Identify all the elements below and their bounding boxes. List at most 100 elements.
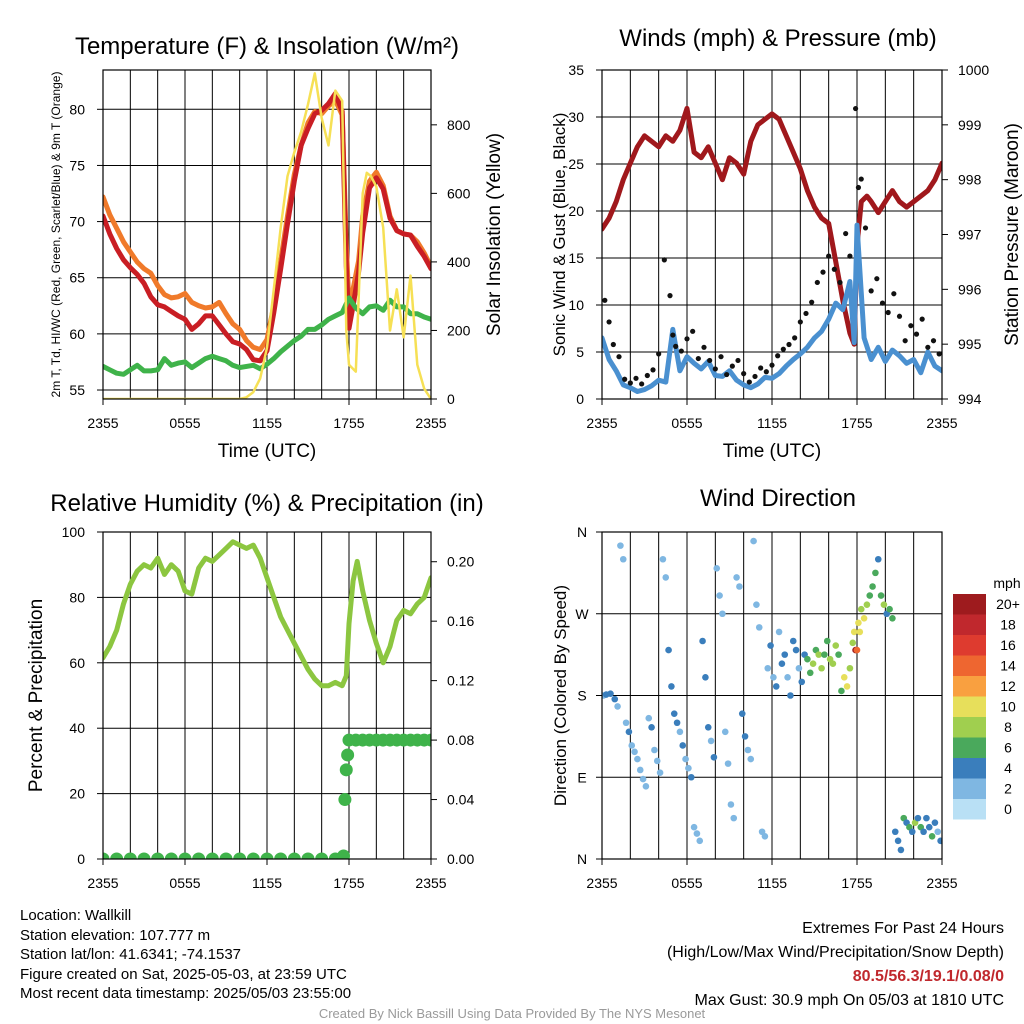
wind-direction-point: [611, 695, 619, 703]
series-line-0: [103, 539, 431, 689]
x-tick-label: 2355: [415, 415, 446, 431]
extremes-legend: (High/Low/Max Wind/Precipitation/Snow De…: [666, 944, 1004, 961]
wind-direction-point: [676, 728, 684, 736]
legend-swatch: [953, 614, 986, 635]
series-point-2: [902, 338, 908, 344]
wind-direction-point: [764, 664, 772, 672]
legend-label: 6: [1004, 740, 1012, 756]
wind-direction-point: [636, 766, 644, 774]
wind-direction-point: [843, 683, 851, 690]
series-point-2: [786, 341, 792, 348]
y-tick-label: 20: [69, 786, 85, 802]
series-point-1: [424, 733, 431, 747]
legend-label: 12: [1000, 678, 1016, 694]
series-point-2: [780, 346, 786, 352]
y2-tick-label: 0: [447, 391, 455, 407]
figure-created: Figure created on Sat, 2025-05-03, at 23…: [20, 965, 347, 983]
series-point-1: [337, 849, 351, 859]
y-axis-label: Sonic Wind & Gust (Blue, Black): [550, 113, 569, 357]
y-tick-label: 15: [568, 250, 584, 266]
y2-axis-label: Station Pressure (Maroon): [1002, 123, 1023, 346]
series-point-2: [622, 376, 628, 382]
wind-direction-point: [738, 710, 746, 717]
series-point-2: [633, 375, 639, 381]
x-axis-label: Time (UTC): [723, 441, 822, 462]
series-point-1: [287, 852, 301, 859]
wind-direction-point: [928, 832, 936, 840]
wind-direction-point: [787, 692, 794, 699]
legend-swatch: [953, 758, 986, 779]
wind-direction-point: [614, 703, 621, 710]
series-point-2: [690, 328, 696, 334]
y-tick-label: 80: [69, 101, 85, 117]
y2-tick-label: 800: [447, 117, 471, 133]
wind-direction-point: [795, 664, 803, 672]
series-point-2: [885, 309, 891, 316]
y-tick-label: 0: [77, 851, 85, 867]
series-point-2: [644, 372, 650, 379]
wind-direction-point: [792, 646, 800, 654]
series-point-1: [151, 852, 165, 859]
wind-direction-point: [665, 646, 672, 654]
wind-direction-point: [880, 601, 888, 608]
series-point-1: [192, 852, 206, 859]
wind-direction-point: [747, 755, 755, 763]
wind-direction-point: [693, 830, 701, 837]
wind-direction-point: [719, 610, 726, 618]
y-tick-label: N: [577, 851, 587, 867]
y-tick-label: N: [577, 524, 587, 540]
plot-area: [602, 537, 942, 854]
series-point-2: [695, 355, 701, 362]
wind-direction-point: [628, 742, 636, 749]
wind-direction-point: [821, 651, 828, 658]
wind-direction-point: [849, 639, 857, 647]
y-tick-label: 65: [69, 270, 85, 286]
y-tick-label: 30: [568, 109, 584, 125]
series-point-2: [741, 371, 747, 377]
legend-label: 14: [1000, 658, 1016, 674]
wind-direction-point: [894, 837, 902, 845]
series-point-1: [110, 852, 124, 859]
series-point-2: [847, 253, 853, 259]
x-tick-label: 1155: [252, 875, 282, 891]
y2-tick-label: 400: [447, 254, 471, 270]
y-tick-label: 80: [69, 589, 85, 605]
series-point-2: [896, 313, 903, 319]
x-tick-label: 0555: [671, 415, 702, 431]
series-point-2: [797, 319, 803, 325]
series-point-2: [735, 357, 741, 364]
y2-tick-label: 995: [958, 336, 982, 352]
series-point-2: [843, 230, 849, 237]
x-tick-label: 1755: [841, 875, 872, 891]
wind-direction-point: [914, 814, 922, 822]
y2-tick-label: 999: [958, 117, 982, 133]
series-point-2: [667, 293, 673, 299]
series-point-1: [339, 763, 353, 777]
series-point-2: [814, 279, 820, 286]
extremes-info: Extremes For Past 24 Hours (High/Low/Max…: [667, 917, 1004, 1013]
station-location: Location: Wallkill: [20, 907, 132, 924]
x-tick-label: 2355: [87, 875, 118, 891]
series-point-1: [301, 852, 315, 859]
series-point-2: [678, 348, 684, 354]
wind-direction-point: [696, 837, 704, 845]
y2-tick-label: 0.20: [447, 554, 474, 570]
series-point-2: [670, 332, 676, 338]
wind-direction-point: [840, 674, 848, 681]
wind-direction-point: [874, 555, 882, 563]
wind-direction-point: [770, 674, 777, 681]
series-point-1: [341, 748, 355, 762]
series-point-1: [219, 852, 233, 859]
wind-direction-point: [659, 555, 667, 563]
series-point-2: [858, 176, 864, 182]
y2-tick-label: 1000: [958, 62, 989, 78]
wind-direction-point: [622, 719, 630, 727]
wind-direction-point: [872, 569, 879, 577]
series-point-2: [820, 269, 826, 275]
series-point-2: [610, 341, 616, 348]
y2-tick-label: 0.16: [447, 613, 474, 629]
wind-direction-point: [707, 737, 715, 745]
series-point-1: [178, 852, 192, 859]
plot-area: [602, 105, 942, 394]
series-point-2: [684, 336, 690, 342]
